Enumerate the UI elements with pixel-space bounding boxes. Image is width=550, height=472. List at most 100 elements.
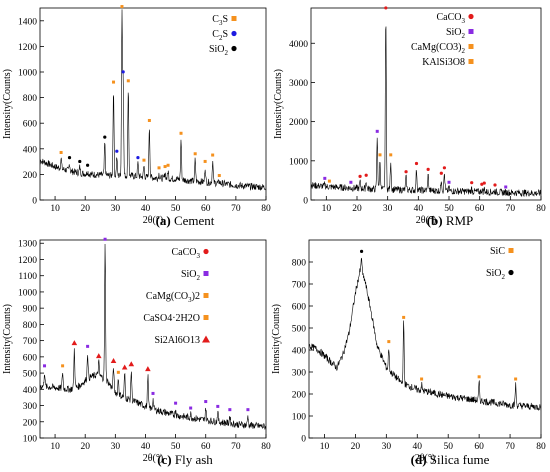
y-tick-label: 200: [23, 171, 38, 181]
peak-marker: [136, 156, 140, 160]
peak-marker: [43, 364, 47, 368]
x-tick-label: 50: [444, 204, 454, 214]
plot-frame: [39, 7, 267, 201]
y-tick-label: 800: [292, 259, 307, 269]
y-tick-label: 1000: [289, 157, 308, 167]
x-tick-label: 30: [111, 204, 121, 214]
y-tick-label: 300: [292, 369, 307, 379]
y-tick-label: 400: [292, 347, 307, 357]
peak-marker: [86, 344, 90, 348]
y-axis-label: Intensity(Counts): [2, 69, 13, 139]
x-tick-label: 60: [474, 442, 484, 452]
peak-marker: [426, 167, 430, 171]
peak-marker: [189, 406, 193, 410]
chart-panel-0: 10 20 30 40 50 60 70 80020040060080010001200140…: [2, 5, 271, 226]
peak-marker: [174, 401, 178, 405]
peak-marker: [470, 181, 474, 185]
peak-marker: [78, 159, 82, 164]
peak-marker: [116, 370, 120, 374]
x-tick-label: 30: [111, 442, 121, 452]
legend-marker: [203, 248, 209, 255]
peak-marker: [61, 364, 65, 368]
legend-marker: [231, 45, 237, 52]
legend-label: CaSO4·2H2O: [143, 313, 200, 324]
peak-marker: [163, 165, 167, 169]
peak-marker: [504, 185, 508, 189]
legend-label: KAlSi3O8: [422, 57, 465, 68]
x-tick-label: 10: [322, 204, 332, 214]
caption-letter: (c): [157, 452, 172, 467]
x-tick-label: 50: [171, 204, 181, 214]
x-axis-label: 2θ(°): [143, 453, 163, 464]
peak-marker: [375, 129, 379, 133]
x-tick-label: 20: [80, 204, 90, 214]
y-tick-label: 600: [292, 303, 307, 313]
legend-marker: [508, 248, 514, 253]
peak-marker: [420, 377, 424, 381]
peak-marker: [103, 237, 107, 241]
peak-marker: [323, 176, 327, 180]
caption-letter: (d): [410, 452, 427, 467]
x-tick-label: 70: [505, 442, 515, 452]
legend-label: C3S: [212, 14, 228, 27]
y-tick-label: 0: [303, 197, 308, 207]
legend-label: CaCO3: [437, 12, 466, 25]
peak-marker: [67, 156, 72, 160]
peak-marker: [482, 181, 486, 185]
peak-marker: [179, 131, 183, 135]
y-tick-label: 400: [23, 145, 38, 155]
y-tick-label: 1400: [18, 17, 37, 27]
plot-frame: [310, 7, 542, 201]
peak-marker: [349, 180, 353, 184]
y-tick-label: 700: [292, 281, 307, 291]
peak-marker: [384, 6, 388, 10]
x-tick-label: 70: [231, 204, 241, 214]
legend-label: CaMg(CO3)2: [411, 42, 466, 55]
legend-marker: [508, 269, 514, 276]
y-tick-label: 4000: [289, 40, 308, 50]
peak-marker: [402, 315, 406, 319]
y-tick-label: 1300: [18, 240, 37, 250]
x-tick-label: 20: [351, 442, 361, 452]
peak-marker: [228, 408, 232, 412]
caption-text: Cement: [173, 213, 215, 228]
y-tick-label: 900: [23, 305, 38, 315]
xrd-pattern-line: [309, 257, 541, 411]
caption-letter: (a): [155, 213, 171, 228]
caption-text: Silica fume: [429, 452, 490, 467]
x-tick-label: 50: [171, 442, 181, 452]
y-tick-label: 200: [23, 418, 38, 428]
peak-marker: [151, 391, 155, 395]
x-axis-label: 2θ(°): [415, 453, 435, 464]
caption-rmp: (b) RMP: [355, 213, 545, 229]
x-tick-label: 30: [383, 204, 393, 214]
y-tick-label: 400: [23, 386, 38, 396]
x-tick-label: 40: [141, 442, 151, 452]
x-tick-label: 20: [80, 442, 90, 452]
peak-marker: [121, 70, 125, 74]
peak-marker: [126, 79, 130, 83]
legend-marker: [203, 315, 209, 320]
legend-label: SiO2: [486, 268, 506, 281]
legend-marker: [203, 293, 209, 298]
peak-marker: [439, 171, 443, 175]
x-axis-label: 2θ(°): [143, 215, 163, 226]
peak-marker: [95, 353, 102, 359]
legend-label: Si2Al6O13: [154, 335, 200, 346]
x-tick-label: 70: [231, 442, 241, 452]
peak-marker: [442, 166, 446, 170]
xrd-pattern-line: [40, 244, 266, 430]
chart-panel-3: 10 20 30 40 50 60 70 80010020030040050060070080…: [271, 239, 546, 464]
plot-frame: [39, 239, 267, 439]
x-tick-label: 40: [413, 442, 423, 452]
peak-marker: [217, 174, 221, 178]
x-tick-label: 30: [382, 442, 392, 452]
caption-cement: (a) Cement: [90, 213, 280, 229]
x-tick-label: 80: [536, 442, 546, 452]
xrd-pattern-line: [40, 9, 266, 191]
x-tick-label: 40: [414, 204, 424, 214]
peak-marker: [128, 361, 135, 367]
plot-frame: [308, 239, 542, 439]
caption-silica-fume: (d) Silica fume: [355, 452, 545, 468]
